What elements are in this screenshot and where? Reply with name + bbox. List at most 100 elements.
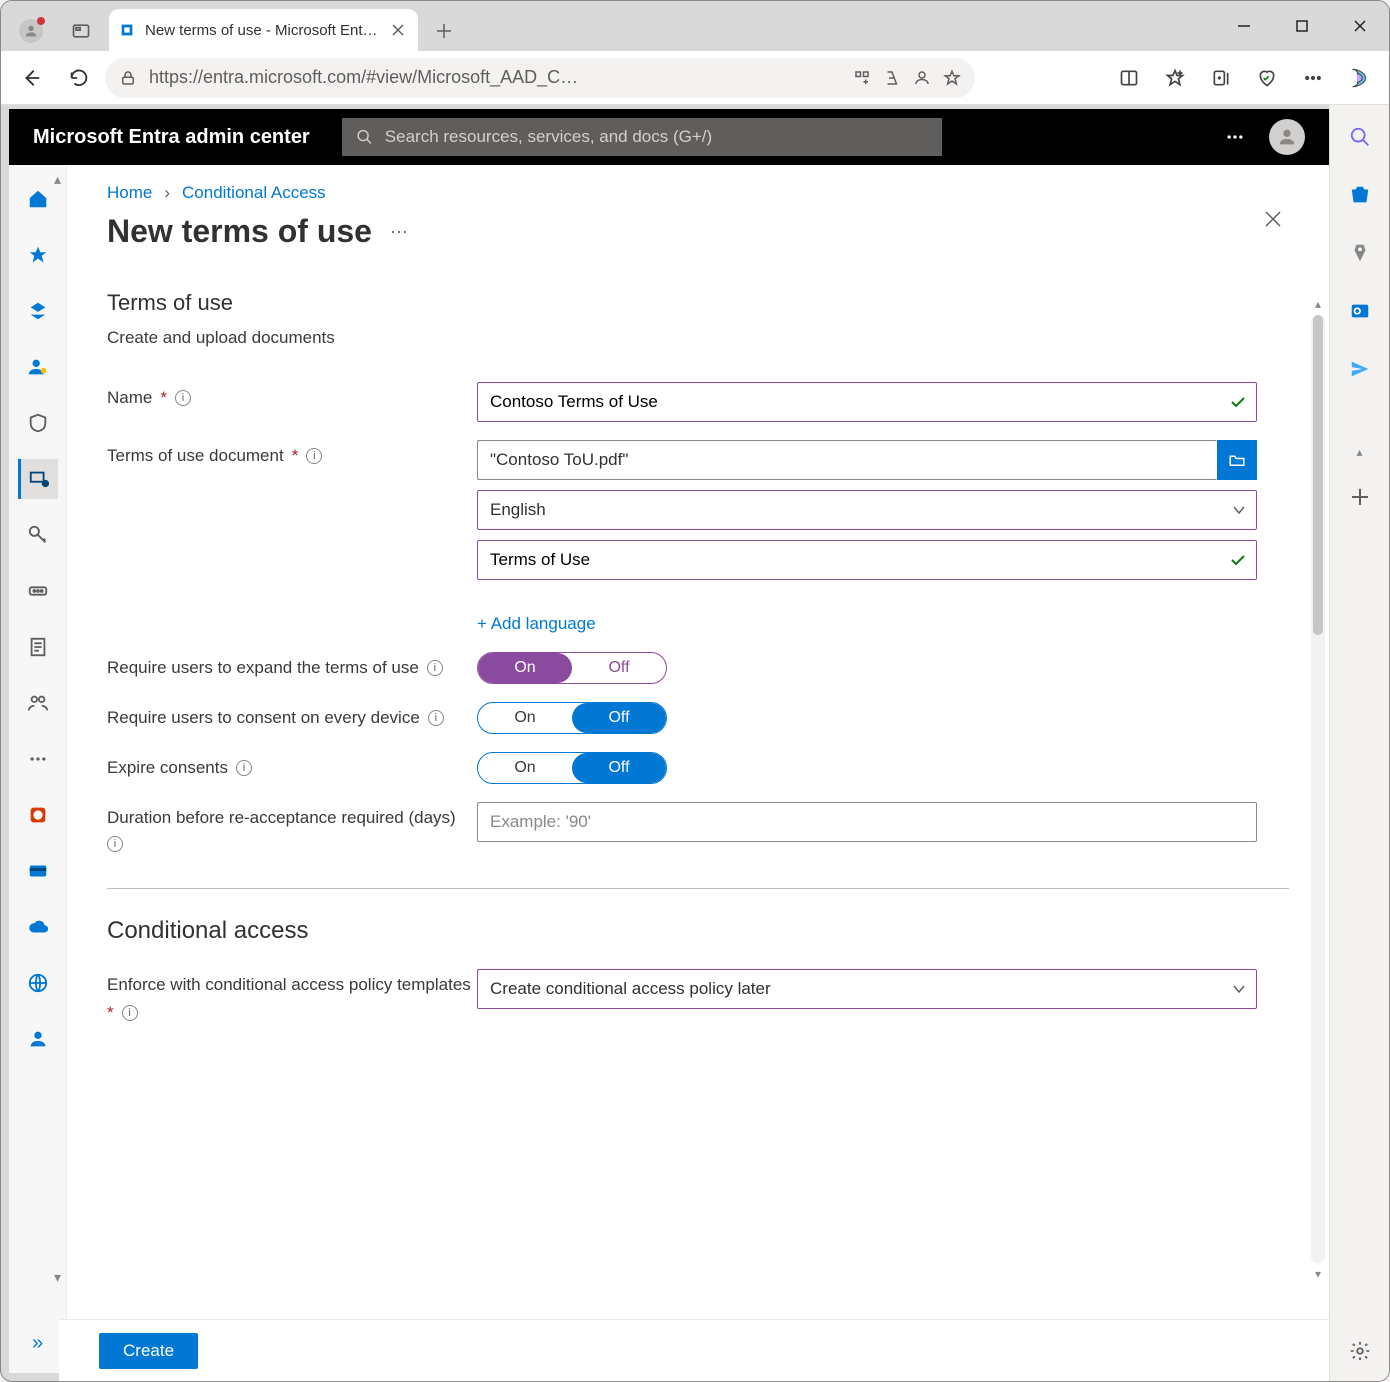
nav-home-icon[interactable] bbox=[18, 179, 58, 219]
topbar-more-icon[interactable] bbox=[1225, 127, 1245, 147]
breadcrumb: Home › Conditional Access bbox=[107, 183, 1289, 203]
duration-info-icon[interactable]: i bbox=[107, 836, 123, 852]
page-more-icon[interactable]: ··· bbox=[390, 221, 408, 242]
consent-device-label: Require users to consent on every device bbox=[107, 708, 420, 728]
duration-input[interactable] bbox=[490, 812, 1244, 832]
conditional-access-heading: Conditional access bbox=[107, 917, 1289, 945]
collections-icon[interactable] bbox=[1199, 58, 1243, 98]
edge-right-sidebar: ▴ bbox=[1329, 105, 1389, 1381]
copilot-icon[interactable] bbox=[1337, 58, 1381, 98]
chevron-down-icon bbox=[1232, 982, 1246, 996]
nav-app-icon[interactable] bbox=[18, 795, 58, 835]
nav-identity-icon[interactable] bbox=[18, 291, 58, 331]
edge-games-icon[interactable] bbox=[1340, 233, 1380, 273]
nav-cloud-icon[interactable] bbox=[18, 907, 58, 947]
expire-off[interactable]: Off bbox=[572, 753, 666, 783]
breadcrumb-home[interactable]: Home bbox=[107, 183, 152, 203]
expire-on[interactable]: On bbox=[478, 753, 572, 783]
expand-toggle-on[interactable]: On bbox=[478, 653, 572, 683]
add-language-link[interactable]: + Add language bbox=[477, 614, 1257, 634]
browser-more-icon[interactable] bbox=[1291, 58, 1335, 98]
breadcrumb-conditional-access[interactable]: Conditional Access bbox=[182, 183, 326, 203]
edge-search-icon[interactable] bbox=[1340, 117, 1380, 157]
required-marker: * bbox=[107, 1003, 114, 1023]
expand-toggle-off[interactable]: Off bbox=[572, 653, 666, 683]
edge-shopping-icon[interactable] bbox=[1340, 175, 1380, 215]
browser-tab-strip: New terms of use - Microsoft Ent… bbox=[1, 1, 1389, 51]
edge-add-icon[interactable] bbox=[1340, 477, 1380, 517]
scroll-down-icon[interactable]: ▾ bbox=[1311, 1267, 1325, 1281]
window-maximize-button[interactable] bbox=[1273, 1, 1331, 51]
nav-globe-icon[interactable] bbox=[18, 963, 58, 1003]
health-icon[interactable] bbox=[1245, 58, 1289, 98]
nav-protection-icon[interactable] bbox=[18, 403, 58, 443]
account-icon[interactable] bbox=[913, 69, 931, 87]
favorites-icon[interactable] bbox=[1153, 58, 1197, 98]
edge-sidebar-collapse-up[interactable]: ▴ bbox=[1356, 445, 1362, 459]
nav-more-icon[interactable] bbox=[18, 739, 58, 779]
tab-overview-button[interactable] bbox=[59, 11, 103, 51]
expand-info-icon[interactable]: i bbox=[427, 660, 443, 676]
create-button[interactable]: Create bbox=[99, 1333, 198, 1369]
nav-collapse-up-icon[interactable]: ▴ bbox=[54, 171, 68, 185]
consent-device-toggle[interactable]: On Off bbox=[477, 702, 667, 734]
close-blade-button[interactable] bbox=[1257, 203, 1289, 235]
nav-member-icon[interactable] bbox=[18, 1019, 58, 1059]
entra-left-nav: ▴ ▾ bbox=[9, 165, 67, 1373]
nav-collapse-down-icon[interactable]: ▾ bbox=[54, 1269, 68, 1283]
read-aloud-icon[interactable] bbox=[883, 69, 901, 87]
nav-show-more-button[interactable]: » bbox=[18, 1323, 58, 1363]
topbar-user-avatar[interactable] bbox=[1269, 119, 1305, 155]
nav-users-icon[interactable] bbox=[18, 347, 58, 387]
consent-device-on[interactable]: On bbox=[478, 703, 572, 733]
window-minimize-button[interactable] bbox=[1215, 1, 1273, 51]
address-pill[interactable]: https://entra.microsoft.com/#view/Micros… bbox=[105, 58, 975, 98]
nav-groups-icon[interactable] bbox=[18, 683, 58, 723]
split-screen-icon[interactable] bbox=[1107, 58, 1151, 98]
expire-toggle[interactable]: On Off bbox=[477, 752, 667, 784]
profile-notification-dot bbox=[37, 17, 45, 25]
entra-search-input[interactable] bbox=[385, 127, 928, 147]
nav-password-icon[interactable] bbox=[18, 571, 58, 611]
doc-file-name: "Contoso ToU.pdf" bbox=[490, 450, 628, 470]
app-install-icon[interactable] bbox=[853, 69, 871, 87]
nav-keys-icon[interactable] bbox=[18, 515, 58, 555]
display-name-input[interactable] bbox=[490, 550, 1244, 570]
consent-device-info-icon[interactable]: i bbox=[428, 710, 444, 726]
expand-label: Require users to expand the terms of use bbox=[107, 658, 419, 678]
name-input[interactable] bbox=[490, 392, 1244, 412]
browser-refresh-button[interactable] bbox=[57, 58, 101, 98]
tab-close-button[interactable] bbox=[388, 20, 408, 40]
favorite-star-icon[interactable] bbox=[943, 69, 961, 87]
enforce-info-icon[interactable]: i bbox=[122, 1005, 138, 1021]
new-tab-button[interactable] bbox=[424, 11, 464, 51]
consent-device-off[interactable]: Off bbox=[572, 703, 666, 733]
entra-search[interactable] bbox=[342, 118, 942, 156]
address-url: https://entra.microsoft.com/#view/Micros… bbox=[149, 67, 841, 88]
terms-section-sub: Create and upload documents bbox=[107, 328, 1289, 348]
nav-reports-icon[interactable] bbox=[18, 627, 58, 667]
nav-favorites-icon[interactable] bbox=[18, 235, 58, 275]
doc-browse-button[interactable] bbox=[1217, 440, 1257, 480]
edge-send-icon[interactable] bbox=[1340, 349, 1380, 389]
window-close-button[interactable] bbox=[1331, 1, 1389, 51]
doc-info-icon[interactable]: i bbox=[306, 448, 322, 464]
browser-back-button[interactable] bbox=[9, 58, 53, 98]
nav-card-icon[interactable] bbox=[18, 851, 58, 891]
enforce-select[interactable]: Create conditional access policy later bbox=[477, 969, 1257, 1009]
expire-info-icon[interactable]: i bbox=[236, 760, 252, 776]
nav-conditional-access-icon[interactable] bbox=[18, 459, 58, 499]
window-controls bbox=[1215, 1, 1389, 51]
language-select[interactable]: English bbox=[477, 490, 1257, 530]
entra-body: ▴ ▾ bbox=[9, 165, 1329, 1373]
scroll-up-icon[interactable]: ▴ bbox=[1311, 297, 1325, 311]
edge-settings-icon[interactable] bbox=[1340, 1331, 1380, 1371]
scrollbar-thumb[interactable] bbox=[1313, 315, 1323, 635]
edge-outlook-icon[interactable] bbox=[1340, 291, 1380, 331]
expand-toggle[interactable]: On Off bbox=[477, 652, 667, 684]
browser-tab[interactable]: New terms of use - Microsoft Ent… bbox=[109, 9, 418, 51]
scrollbar[interactable]: ▴ ▾ bbox=[1311, 315, 1325, 1263]
browser-profile-button[interactable] bbox=[9, 11, 53, 51]
name-info-icon[interactable]: i bbox=[175, 390, 191, 406]
duration-label: Duration before re-acceptance required (… bbox=[107, 808, 456, 828]
